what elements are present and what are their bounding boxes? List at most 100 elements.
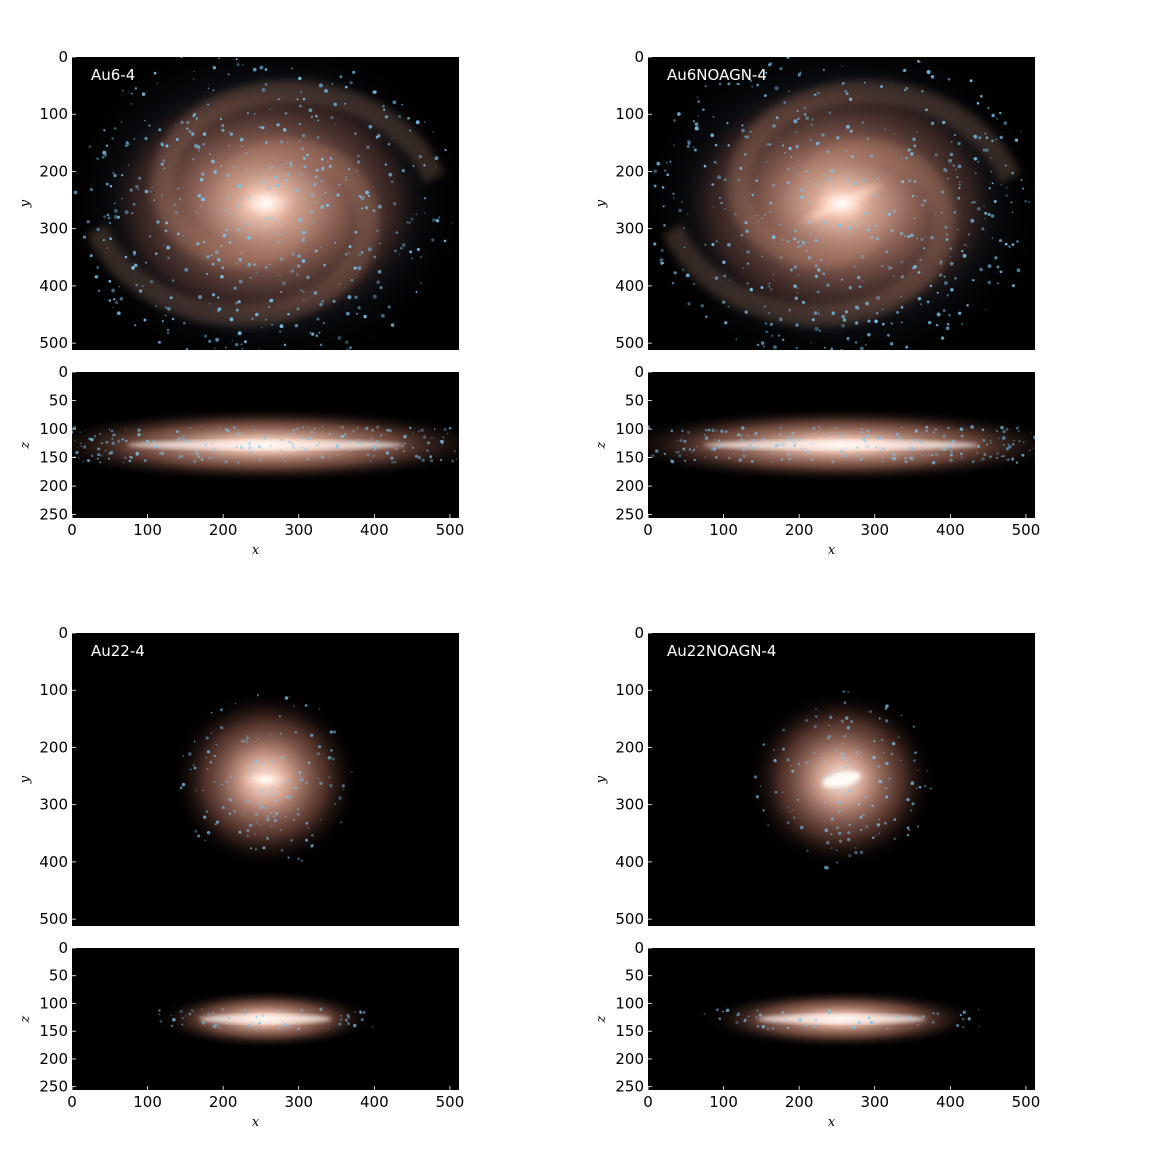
y-tick-label: 500 bbox=[39, 334, 68, 352]
edge-on-image bbox=[72, 948, 459, 1090]
z-axis: 0 50 100 150 200 250 z bbox=[18, 363, 76, 524]
y-axis-label: y bbox=[18, 775, 33, 784]
z-tick-label: 200 bbox=[39, 1050, 68, 1068]
x-tick-label: 400 bbox=[936, 521, 965, 539]
z-tick-label: 250 bbox=[39, 506, 68, 524]
y-tick-label: 400 bbox=[615, 853, 644, 871]
y-tick-label: 200 bbox=[615, 738, 644, 756]
z-tick-label: 250 bbox=[615, 1078, 644, 1096]
x-tick-label: 200 bbox=[209, 521, 238, 539]
z-tick-label: 50 bbox=[625, 392, 644, 410]
x-axis: 0 100 200 300 400 500 x bbox=[67, 1086, 464, 1130]
panel-title: Au22NOAGN-4 bbox=[667, 642, 776, 660]
galaxy-core bbox=[809, 183, 874, 224]
z-axis-label: z bbox=[18, 441, 33, 449]
x-tick-label: 200 bbox=[785, 521, 814, 539]
z-tick-label: 150 bbox=[39, 449, 68, 467]
z-axis-label: z bbox=[18, 1015, 33, 1023]
x-tick-label: 200 bbox=[209, 1093, 238, 1111]
panel-title: Au6NOAGN-4 bbox=[667, 66, 767, 84]
z-axis-label: z bbox=[594, 441, 609, 449]
x-axis-label: x bbox=[252, 1115, 260, 1130]
x-tick-label: 500 bbox=[1012, 1093, 1041, 1111]
y-axis: 0 100 200 300 400 500 y bbox=[594, 624, 652, 928]
x-axis-label: x bbox=[828, 1115, 836, 1130]
y-tick-label: 100 bbox=[39, 105, 68, 123]
z-tick-label: 100 bbox=[615, 420, 644, 438]
y-tick-label: 100 bbox=[39, 681, 68, 699]
z-tick-label: 0 bbox=[634, 363, 644, 381]
z-tick-label: 0 bbox=[634, 939, 644, 957]
z-tick-label: 200 bbox=[615, 1050, 644, 1068]
x-tick-label: 300 bbox=[860, 1093, 889, 1111]
y-tick-label: 300 bbox=[615, 220, 644, 238]
y-tick-label: 500 bbox=[615, 334, 644, 352]
x-axis: 0 100 200 300 400 500 x bbox=[67, 514, 464, 558]
z-tick-label: 50 bbox=[625, 967, 644, 985]
z-tick-label: 100 bbox=[39, 994, 68, 1012]
y-tick-label: 500 bbox=[39, 910, 68, 928]
edge-on-image bbox=[648, 372, 1035, 518]
x-tick-label: 400 bbox=[360, 521, 389, 539]
panel-1: Au6-4 0 100 200 300 400 500 y 0 50 100 150 200 250 z 0 1… bbox=[18, 48, 464, 558]
x-tick-label: 300 bbox=[860, 521, 889, 539]
x-tick-label: 100 bbox=[133, 521, 162, 539]
z-tick-label: 0 bbox=[58, 363, 68, 381]
y-tick-label: 400 bbox=[39, 853, 68, 871]
face-on-image bbox=[72, 57, 459, 350]
galaxy-core bbox=[233, 183, 298, 224]
x-tick-label: 200 bbox=[785, 1093, 814, 1111]
y-axis-label: y bbox=[594, 775, 609, 784]
panel-title: Au6-4 bbox=[91, 66, 135, 84]
galaxy-bar bbox=[821, 771, 862, 788]
y-axis: 0 100 200 300 400 500 y bbox=[18, 624, 76, 928]
z-axis: 0 50 100 150 200 250 z bbox=[18, 939, 76, 1096]
x-tick-label: 300 bbox=[284, 521, 313, 539]
y-tick-label: 100 bbox=[615, 105, 644, 123]
z-tick-label: 200 bbox=[615, 477, 644, 495]
x-axis-label: x bbox=[252, 543, 260, 558]
panel-4: Au22NOAGN-4 0 100 200 300 400 500 y 0 50 100 150 200… bbox=[594, 624, 1040, 1130]
y-axis: 0 100 200 300 400 500 y bbox=[594, 48, 652, 352]
y-tick-label: 0 bbox=[58, 48, 68, 66]
y-tick-label: 300 bbox=[39, 220, 68, 238]
z-tick-label: 150 bbox=[615, 449, 644, 467]
z-tick-label: 50 bbox=[49, 392, 68, 410]
y-tick-label: 100 bbox=[615, 681, 644, 699]
z-axis: 0 50 100 150 200 250 z bbox=[594, 939, 652, 1096]
z-tick-label: 150 bbox=[39, 1022, 68, 1040]
x-tick-label: 0 bbox=[643, 521, 653, 539]
z-tick-label: 50 bbox=[49, 967, 68, 985]
edge-on-image bbox=[72, 372, 459, 518]
y-tick-label: 400 bbox=[615, 277, 644, 295]
x-axis: 0 100 200 300 400 500 x bbox=[643, 1086, 1040, 1130]
y-tick-label: 200 bbox=[615, 162, 644, 180]
x-tick-label: 500 bbox=[436, 1093, 465, 1111]
z-tick-label: 100 bbox=[39, 420, 68, 438]
z-tick-label: 200 bbox=[39, 477, 68, 495]
y-tick-label: 0 bbox=[634, 48, 644, 66]
galaxy-core bbox=[237, 767, 294, 792]
x-tick-label: 500 bbox=[436, 521, 465, 539]
x-tick-label: 300 bbox=[284, 1093, 313, 1111]
y-axis-label: y bbox=[18, 199, 33, 208]
x-tick-label: 100 bbox=[709, 521, 738, 539]
panel-2: Au6NOAGN-4 0 100 200 300 400 500 y 0 50 100 150 200 2… bbox=[594, 48, 1040, 558]
x-tick-label: 400 bbox=[360, 1093, 389, 1111]
y-axis-label: y bbox=[594, 199, 609, 208]
y-tick-label: 400 bbox=[39, 277, 68, 295]
panel-title: Au22-4 bbox=[91, 642, 145, 660]
x-tick-label: 500 bbox=[1012, 521, 1041, 539]
y-tick-label: 0 bbox=[58, 624, 68, 642]
panel-3: Au22-40100200300400500y050100150200250z0… bbox=[18, 624, 464, 1130]
x-axis-label: x bbox=[828, 543, 836, 558]
z-tick-label: 0 bbox=[58, 939, 68, 957]
x-tick-label: 0 bbox=[67, 521, 77, 539]
face-on-image bbox=[648, 633, 1035, 926]
face-on-image bbox=[648, 57, 1035, 350]
z-tick-label: 250 bbox=[615, 506, 644, 524]
z-axis-label: z bbox=[594, 1015, 609, 1023]
x-axis: 0 100 200 300 400 500 x bbox=[643, 514, 1040, 558]
face-on-image bbox=[72, 633, 459, 926]
